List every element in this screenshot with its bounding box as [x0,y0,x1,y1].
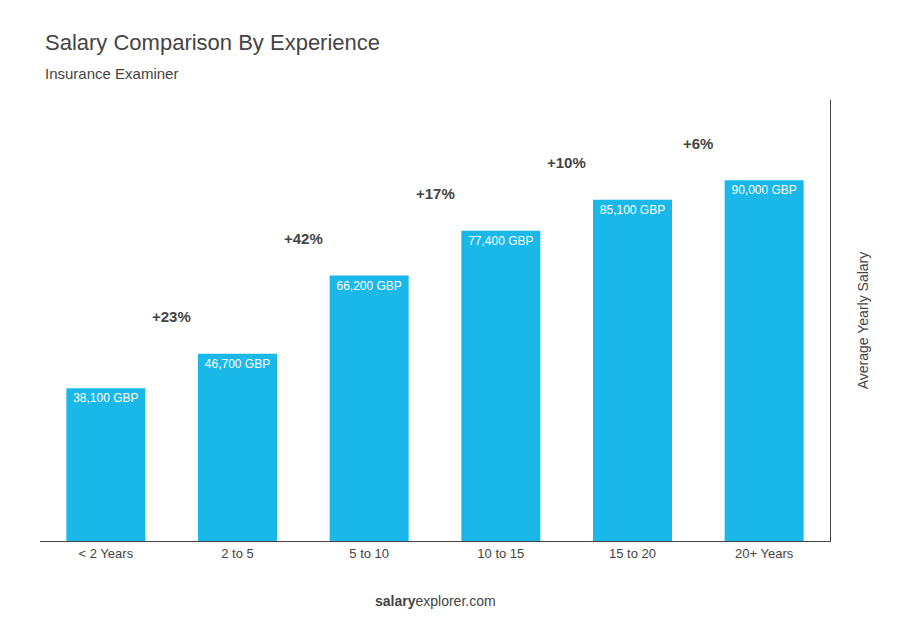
svg-text:77,400 GBP: 77,400 GBP [468,234,533,248]
svg-text:+10%: +10% [547,154,586,171]
svg-text:10 to 15: 10 to 15 [477,546,524,561]
svg-text:+17%: +17% [416,185,455,202]
svg-text:2 to 5: 2 to 5 [221,546,254,561]
svg-text:+42%: +42% [284,230,323,247]
svg-text:Insurance Examiner: Insurance Examiner [45,65,178,82]
svg-text:< 2 Years: < 2 Years [79,546,134,561]
svg-text:Average Yearly Salary: Average Yearly Salary [855,252,871,390]
svg-text:90,000 GBP: 90,000 GBP [731,183,796,197]
svg-text:+6%: +6% [683,135,713,152]
svg-text:5 to 10: 5 to 10 [349,546,389,561]
svg-text:15 to 20: 15 to 20 [609,546,656,561]
svg-text:66,200 GBP: 66,200 GBP [336,279,401,293]
svg-text:46,700 GBP: 46,700 GBP [205,357,270,371]
svg-text:20+ Years: 20+ Years [735,546,794,561]
svg-text:salaryexplorer.com: salaryexplorer.com [375,593,496,609]
svg-text:38,100 GBP: 38,100 GBP [73,391,138,405]
svg-text:85,100 GBP: 85,100 GBP [600,203,665,217]
svg-text:+23%: +23% [152,308,191,325]
svg-text:Salary Comparison By Experienc: Salary Comparison By Experience [45,30,380,55]
